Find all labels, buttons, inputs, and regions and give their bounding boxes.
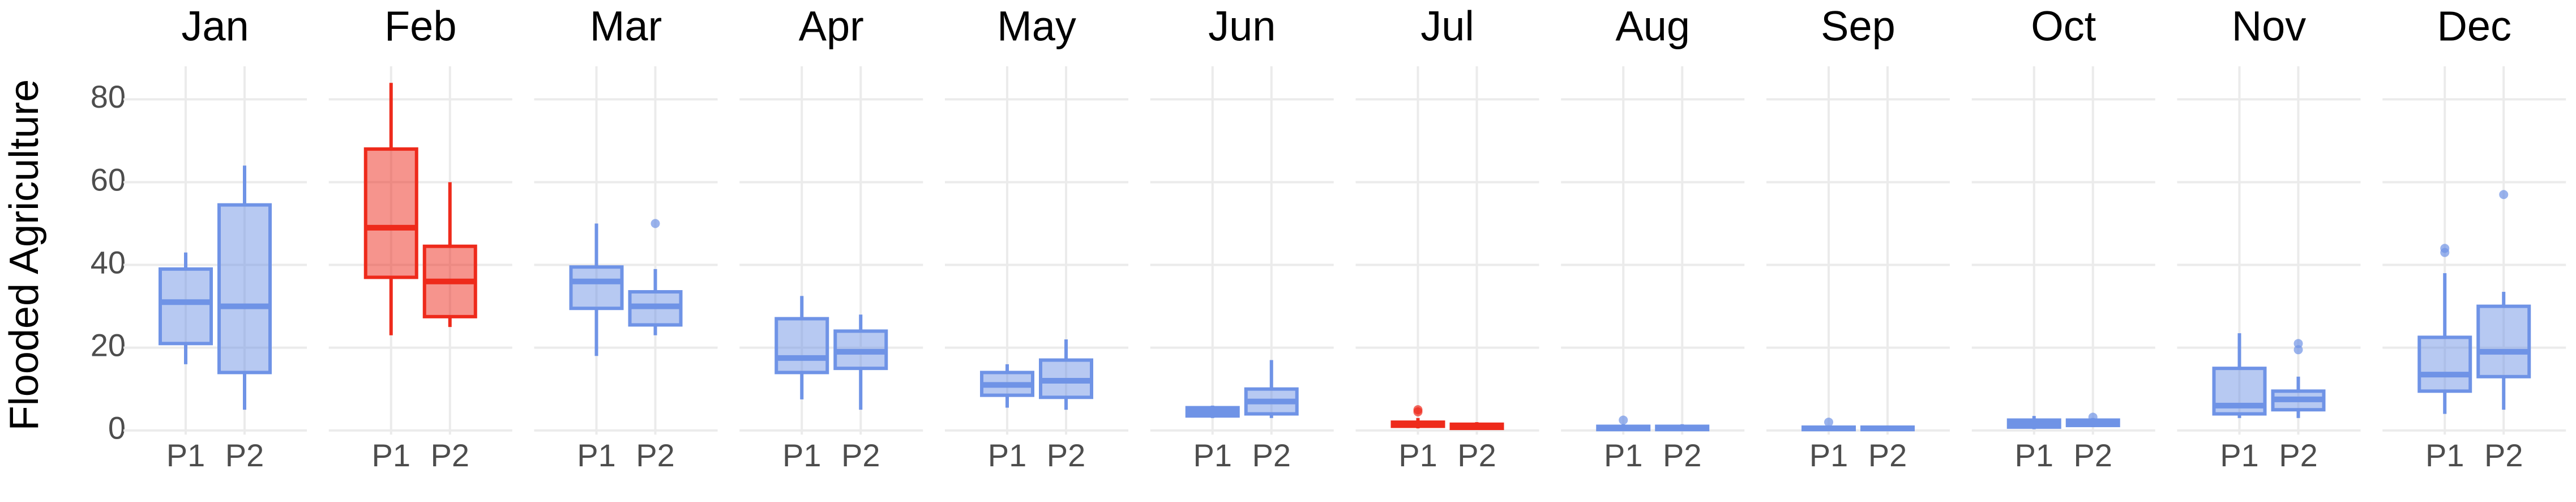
x-tick-label: P1 bbox=[988, 437, 1027, 473]
x-tick-label: P2 bbox=[636, 437, 675, 473]
x-tick-label: P1 bbox=[2220, 437, 2259, 473]
box bbox=[363, 147, 418, 279]
x-tick-label: P2 bbox=[225, 437, 264, 473]
x-tick-label: P2 bbox=[1252, 437, 1291, 473]
x-tick-label: P1 bbox=[1604, 437, 1643, 473]
x-tick-label: P2 bbox=[1457, 437, 1496, 473]
facet-title: Dec bbox=[2437, 3, 2511, 50]
x-tick-label: P1 bbox=[2425, 437, 2464, 473]
box bbox=[217, 203, 272, 375]
outlier bbox=[651, 219, 660, 228]
facet-title: Mar bbox=[590, 3, 662, 50]
x-tick-label: P2 bbox=[1047, 437, 1086, 473]
x-tick-label: P1 bbox=[166, 437, 206, 473]
facet-title: Sep bbox=[1821, 3, 1895, 50]
facet-title: Aug bbox=[1615, 3, 1690, 50]
outlier bbox=[2088, 412, 2098, 422]
y-tick-label: 0 bbox=[108, 410, 126, 445]
x-tick-label: P2 bbox=[1868, 437, 1907, 473]
outlier bbox=[1824, 418, 1833, 427]
x-tick-label: P2 bbox=[2279, 437, 2318, 473]
x-tick-label: P1 bbox=[1193, 437, 1233, 473]
x-tick-label: P2 bbox=[1663, 437, 1702, 473]
outlier bbox=[1619, 415, 1628, 425]
x-tick-label: P1 bbox=[372, 437, 411, 473]
outlier bbox=[2440, 244, 2450, 253]
x-tick-label: P2 bbox=[2484, 437, 2523, 473]
box bbox=[774, 317, 829, 375]
x-tick-label: P2 bbox=[2074, 437, 2113, 473]
facet-title: Jun bbox=[1208, 3, 1276, 50]
y-tick-label: 80 bbox=[91, 79, 126, 114]
x-tick-label: P2 bbox=[841, 437, 880, 473]
y-tick-label: 60 bbox=[91, 161, 126, 197]
facet-title: Jan bbox=[181, 3, 249, 50]
x-tick-label: P2 bbox=[431, 437, 470, 473]
box bbox=[2417, 335, 2472, 393]
facet-title: May bbox=[997, 3, 1076, 50]
facet-title: Apr bbox=[799, 3, 864, 50]
outlier bbox=[2293, 345, 2303, 355]
y-axis-title: Flooded Agriculture bbox=[2, 79, 47, 431]
x-tick-label: P1 bbox=[577, 437, 616, 473]
x-tick-label: P1 bbox=[782, 437, 821, 473]
facet-title: Feb bbox=[384, 3, 457, 50]
facet-title: Oct bbox=[2031, 3, 2096, 50]
facet-title: Nov bbox=[2232, 3, 2307, 50]
y-tick-label: 40 bbox=[91, 244, 126, 280]
outlier bbox=[2499, 190, 2509, 199]
facet-title: Jul bbox=[1420, 3, 1474, 50]
box bbox=[2476, 304, 2531, 378]
box bbox=[569, 265, 624, 310]
outlier bbox=[1413, 407, 1423, 416]
box bbox=[159, 267, 213, 346]
x-tick-label: P1 bbox=[1398, 437, 1437, 473]
x-tick-label: P1 bbox=[1809, 437, 1848, 473]
y-tick-label: 20 bbox=[91, 327, 126, 363]
x-tick-label: P1 bbox=[2015, 437, 2054, 473]
outlier bbox=[2293, 339, 2303, 348]
